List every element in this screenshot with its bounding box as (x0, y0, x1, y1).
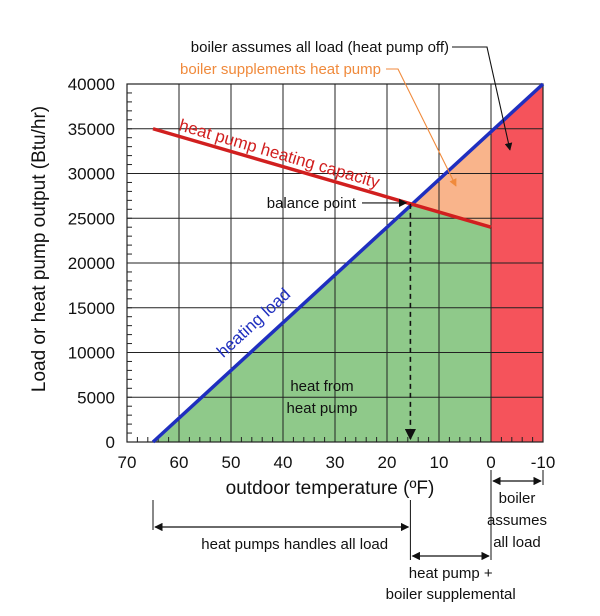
x-tick-label: -10 (531, 453, 556, 472)
y-tick-label: 40000 (68, 75, 115, 94)
heat-pump-region-label: heat from (290, 378, 353, 395)
heat-pump-region-label: heat pump (287, 400, 358, 417)
x-tick-label: 0 (486, 453, 495, 472)
x-tick-label: 70 (118, 453, 137, 472)
y-tick-label: 15000 (68, 299, 115, 318)
y-tick-label: 35000 (68, 120, 115, 139)
heating-load-line (151, 82, 545, 444)
supplement-arrow (386, 68, 457, 187)
y-tick-label: 20000 (68, 254, 115, 273)
y-tick-label: 30000 (68, 165, 115, 184)
x-axis-title: outdoor temperature (ºF) (226, 478, 435, 499)
x-tick-label: 20 (378, 453, 397, 472)
boiler-range-label: assumes (487, 512, 547, 529)
supplemental-range-label: boiler supplemental (386, 586, 516, 603)
supplemental-range-label: heat pump + (409, 565, 493, 582)
y-tick-label: 25000 (68, 209, 115, 228)
y-tick-label: 0 (106, 433, 115, 452)
y-tick-label: 5000 (77, 388, 115, 407)
heat-pump-range-label: heat pumps handles all load (201, 536, 388, 553)
heat-pump-capacity-line (152, 127, 492, 229)
x-tick-label: 50 (222, 453, 241, 472)
boiler-range-label: all load (493, 534, 541, 551)
x-tick-label: 10 (430, 453, 449, 472)
boiler-only-annotation: boiler assumes all load (heat pump off) (191, 39, 449, 56)
supplement-annotation: boiler supplements heat pump (180, 61, 381, 78)
y-tick-label: 10000 (68, 344, 115, 363)
balance-point-label: balance point (267, 195, 357, 212)
x-tick-label: 40 (274, 453, 293, 472)
plot-frame (126, 83, 544, 443)
x-tick-label: 60 (170, 453, 189, 472)
boiler-range-label: boiler (499, 490, 536, 507)
x-tick-label: 30 (326, 453, 345, 472)
heat-pump-capacity-label: heat pump heating capacity (177, 116, 382, 193)
y-axis-title: Load or heat pump output (Btu/hr) (29, 106, 50, 392)
boiler-only-arrow (452, 46, 513, 151)
